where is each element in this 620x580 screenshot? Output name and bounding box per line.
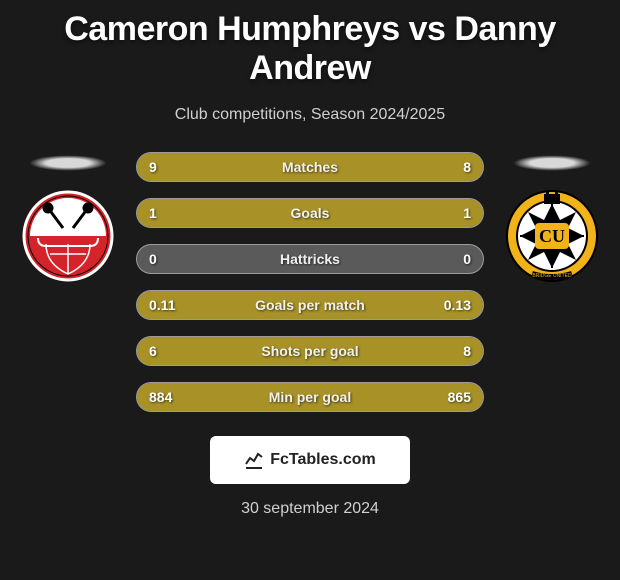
stat-bar: 884Min per goal865 — [136, 382, 484, 412]
stat-label: Hattricks — [137, 251, 483, 267]
stat-label: Min per goal — [137, 389, 483, 405]
stat-bar: 0.11Goals per match0.13 — [136, 290, 484, 320]
crest-shadow — [497, 152, 607, 174]
cambridge-crest-icon: CU BRIDGE UNITED — [502, 186, 602, 286]
attribution-text: FcTables.com — [270, 451, 376, 469]
stat-label: Goals — [137, 205, 483, 221]
stat-bar: 9Matches8 — [136, 152, 484, 182]
stat-bar: 6Shots per goal8 — [136, 336, 484, 366]
attribution-badge: FcTables.com — [210, 436, 410, 484]
svg-text:CU: CU — [539, 226, 565, 246]
page-title: Cameron Humphreys vs Danny Andrew — [0, 0, 620, 88]
svg-text:BRIDGE UNITED: BRIDGE UNITED — [532, 273, 572, 279]
stat-value-right: 0.13 — [444, 297, 483, 313]
right-club-crest: CU BRIDGE UNITED — [502, 186, 602, 286]
stat-bar: 0Hattricks0 — [136, 244, 484, 274]
stats-column: 9Matches8 1Goals1 0Hattricks0 0.11Goals per… — [128, 152, 492, 428]
chart-icon — [244, 450, 264, 470]
stat-value-right: 1 — [463, 205, 483, 221]
stat-label: Shots per goal — [137, 343, 483, 359]
rotherham-crest-icon — [18, 186, 118, 286]
crest-shadow — [13, 152, 123, 174]
stat-value-right: 8 — [463, 159, 483, 175]
stat-value-right: 865 — [448, 389, 483, 405]
date-label: 30 september 2024 — [0, 500, 620, 518]
stat-value-right: 0 — [463, 251, 483, 267]
stat-label: Matches — [137, 159, 483, 175]
left-player-column — [8, 152, 128, 428]
stat-label: Goals per match — [137, 297, 483, 313]
right-player-column: CU BRIDGE UNITED — [492, 152, 612, 428]
stat-value-right: 8 — [463, 343, 483, 359]
comparison-layout: 9Matches8 1Goals1 0Hattricks0 0.11Goals per… — [0, 152, 620, 428]
subtitle: Club competitions, Season 2024/2025 — [0, 106, 620, 124]
left-club-crest — [18, 186, 118, 286]
stat-bar: 1Goals1 — [136, 198, 484, 228]
